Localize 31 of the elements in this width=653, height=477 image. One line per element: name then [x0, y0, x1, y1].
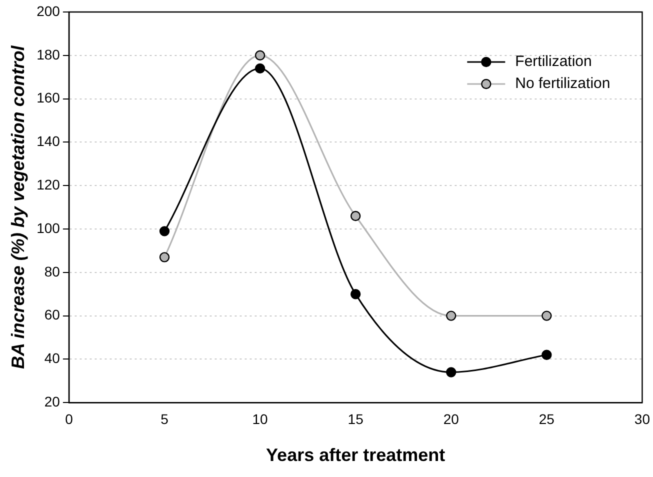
legend-label: No fertilization	[515, 75, 610, 92]
y-tick-label: 20	[44, 393, 60, 410]
point	[159, 226, 170, 236]
point	[446, 310, 456, 321]
y-tick-label: 100	[36, 220, 60, 236]
point	[446, 367, 456, 378]
x-tick-label: 5	[160, 410, 169, 427]
point	[542, 310, 552, 321]
y-tick-label: 200	[36, 2, 60, 19]
legend-label: Fertilization	[515, 53, 592, 70]
point	[159, 252, 170, 262]
y-tick-label: 180	[36, 46, 60, 62]
x-tick-label: 25	[538, 410, 555, 427]
y-tick-label: 120	[36, 176, 60, 192]
y-tick-label: 40	[44, 350, 60, 366]
y-axis-title: BA increase (%) by vegetation control	[8, 44, 28, 370]
point	[254, 63, 266, 74]
point	[542, 350, 552, 360]
y-tick-label: 140	[36, 133, 60, 150]
x-tick-label: 10	[252, 410, 268, 427]
x-tick-label: 20	[443, 410, 460, 427]
y-tick-label: 60	[44, 306, 60, 323]
y-tick-label: 80	[44, 263, 60, 280]
x-tick-label: 0	[65, 410, 74, 427]
y-tick-label: 160	[36, 90, 60, 106]
x-tick-label: 15	[348, 410, 364, 427]
x-tick-label: 30	[634, 410, 650, 427]
x-axis-title: Years after treatment	[266, 445, 446, 466]
point	[350, 210, 361, 222]
point	[350, 289, 361, 300]
point	[254, 50, 266, 60]
